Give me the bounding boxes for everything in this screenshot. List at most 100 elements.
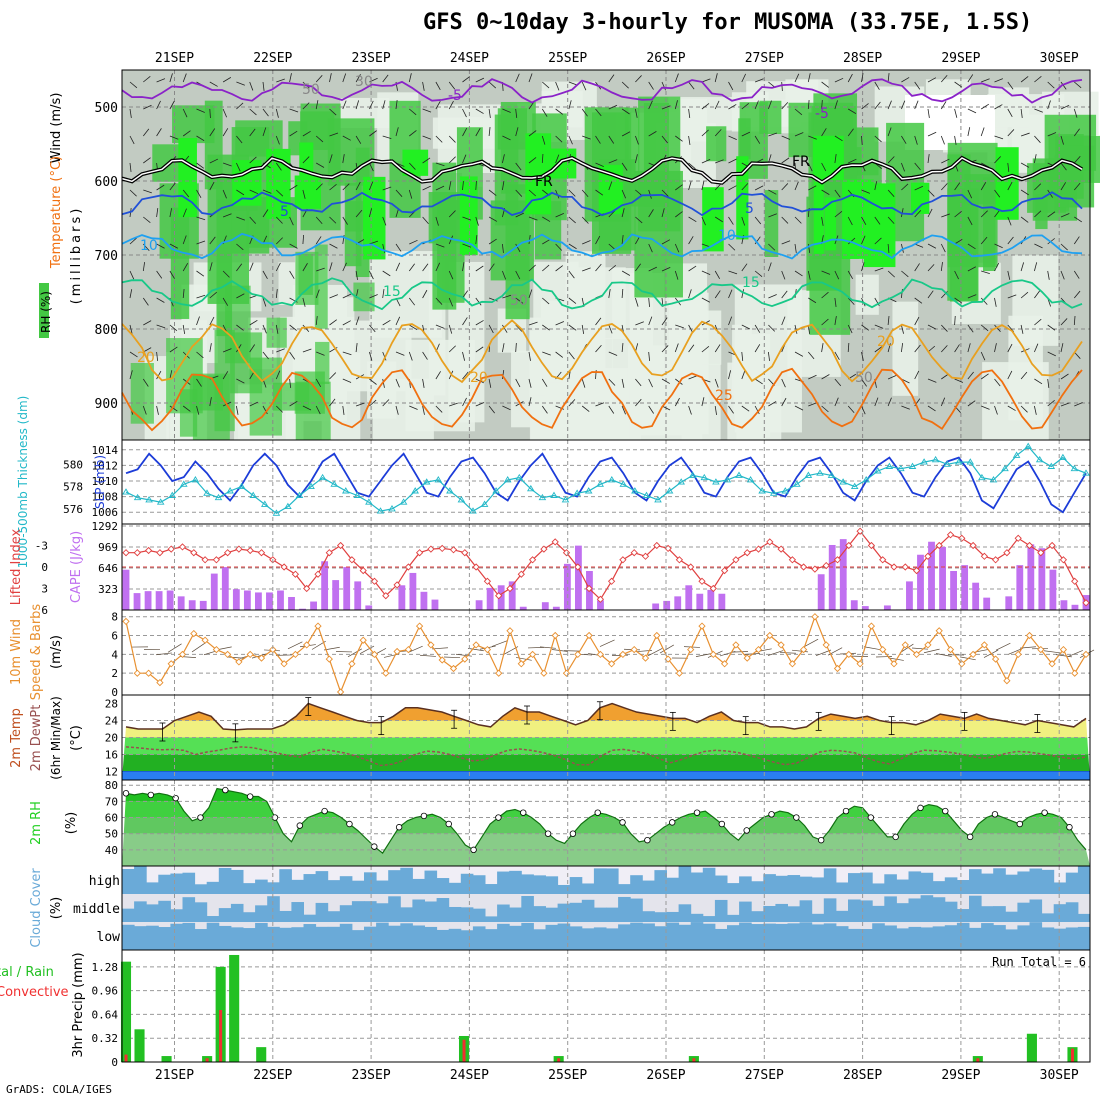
cloud-block: [509, 907, 522, 922]
wind-barb: [409, 239, 418, 245]
wind-barb: [595, 317, 602, 326]
wind-barb: [621, 235, 624, 245]
wind-barb: [355, 316, 360, 326]
cloud-block: [654, 870, 667, 894]
wind-speed-point: [788, 660, 797, 668]
rh-dry-patch: [545, 385, 594, 439]
temp-tick-label: 12: [105, 766, 118, 779]
x-tick-label-bottom: 29SEP: [941, 1068, 980, 1083]
wind-barb: [315, 405, 321, 415]
lifted-index-point: [867, 541, 876, 550]
surface-wind-barb: [287, 641, 303, 650]
wind-barb: [315, 183, 323, 191]
wind-barb: [621, 81, 629, 89]
lifted-index-point: [720, 566, 729, 575]
wind-barb: [621, 208, 625, 218]
wind-barb: [1047, 211, 1056, 218]
wind-speed-point: [958, 660, 966, 668]
cloud-block: [593, 927, 607, 950]
wind-speed-point: [946, 645, 955, 654]
wind-barb: [847, 297, 855, 305]
wind-barb: [794, 132, 804, 137]
cape-bar: [310, 601, 317, 610]
wind-barb: [728, 158, 737, 164]
wind-speed-point: [743, 654, 751, 662]
cape-bar: [409, 572, 417, 610]
wind-barb: [462, 290, 468, 299]
wind-barb: [143, 243, 150, 251]
wind-barb: [262, 324, 267, 334]
thickness-point: [596, 480, 604, 487]
rh-point: [569, 830, 577, 837]
wind-barb: [289, 73, 292, 83]
wind-barb: [209, 262, 213, 272]
wind-barb: [927, 189, 935, 197]
wind-barb: [382, 319, 391, 326]
lifted-index-point: [687, 563, 695, 571]
legend-wind-label: Wind (m/s): [49, 93, 64, 164]
lifted-index-point: [946, 531, 955, 539]
wind-barb: [236, 216, 245, 221]
wind-speed-point: [585, 631, 593, 640]
thickness-point: [203, 489, 211, 496]
wind-barb: [794, 108, 803, 116]
rh-point: [470, 846, 477, 854]
cloud-block: [557, 903, 571, 922]
wind-barb: [874, 397, 879, 407]
wind-barb: [954, 211, 962, 218]
cloud-block: [908, 898, 922, 922]
wind-barb: [315, 75, 323, 83]
surface-wind-barb: [923, 648, 940, 654]
cape-bar: [199, 600, 207, 610]
cloud-block: [823, 923, 837, 950]
wind-barb: [861, 405, 866, 415]
cloud-block: [848, 899, 861, 922]
wind-barb: [382, 399, 390, 407]
wind-barb: [994, 378, 1001, 387]
lifted-index-point: [1059, 556, 1068, 564]
x-tick-label-bottom: 22SEP: [253, 1068, 292, 1083]
cloud-block: [860, 900, 873, 922]
cloud-block: [533, 906, 546, 922]
cloud-block: [545, 876, 559, 894]
thickness-point: [955, 458, 963, 465]
wind-barb: [914, 263, 920, 272]
wind-barb: [289, 184, 298, 191]
thickness-point: [700, 473, 709, 481]
wind-barb: [688, 135, 691, 145]
rh-moist-patch: [315, 341, 330, 385]
wind-barb: [342, 262, 347, 272]
wind-barb: [502, 405, 511, 411]
wind-barb: [422, 405, 425, 415]
cloud-block: [267, 882, 280, 894]
wind-barb: [488, 378, 492, 388]
wind-barb: [714, 405, 717, 415]
thickness-point: [978, 473, 986, 481]
wind-barb: [701, 297, 711, 303]
x-tick-label-top: 28SEP: [843, 51, 882, 66]
wind-barb: [635, 108, 638, 118]
cloud-block: [787, 875, 801, 894]
wind-speed-point: [969, 650, 977, 659]
cape-tick-label: 323: [98, 583, 118, 596]
wind-barb: [515, 378, 521, 388]
wind-speed-point: [348, 660, 356, 668]
lifted-index-point: [980, 552, 989, 560]
rh-point: [371, 843, 378, 850]
wind-barb: [821, 343, 824, 353]
wind-barb: [209, 181, 215, 191]
wind-barb: [914, 185, 924, 191]
precip-convective-bar: [692, 1058, 696, 1062]
cape-bar: [597, 600, 604, 610]
wind-barb: [329, 398, 336, 407]
wind-barb: [754, 78, 764, 83]
lifted-index-point: [732, 556, 740, 564]
wind-axis-label: 10m Wind: [9, 619, 24, 685]
wind-speed-point: [822, 641, 830, 649]
wind-barb: [316, 267, 325, 272]
wind-barb: [621, 378, 625, 388]
wind-barb: [661, 189, 669, 197]
x-tick-label-bottom: 25SEP: [548, 1068, 587, 1083]
cloud-block: [146, 904, 159, 922]
cloud-block: [376, 880, 389, 894]
